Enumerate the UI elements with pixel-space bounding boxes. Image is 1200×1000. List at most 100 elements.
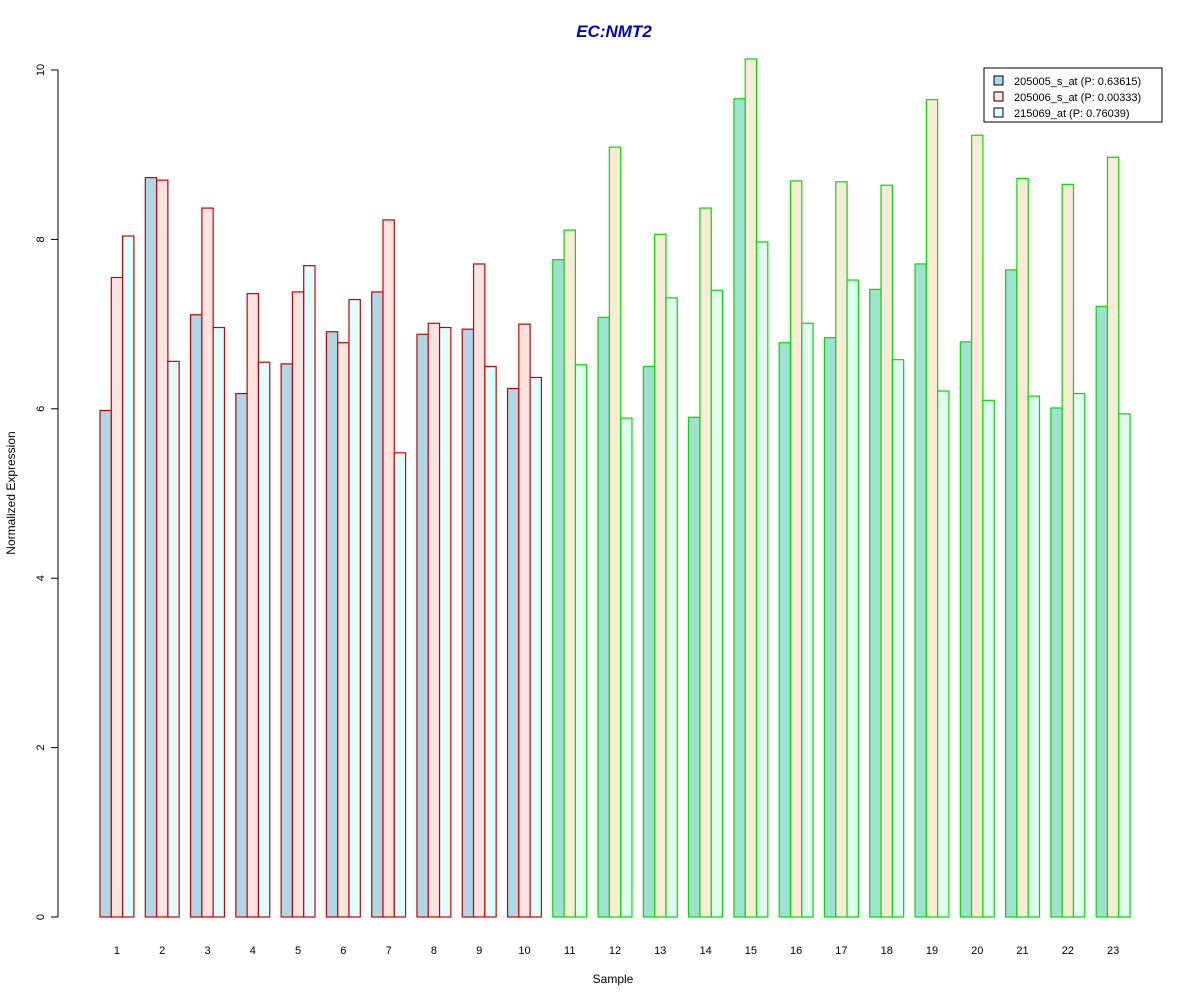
bar-sample-12-series-3 (620, 417, 633, 918)
x-tick-label: 4 (250, 945, 256, 957)
legend: 205005_s_at (P: 0.63615) 205006_s_at (P: … (983, 67, 1163, 123)
bar-sample-5-series-2 (291, 291, 305, 918)
x-tick-label: 20 (971, 945, 983, 957)
x-tick-labels: 1 2 3 4 5 6 7 8 9 10 11 12 13 14 15 16 17 18 19 20 21 22 23 (114, 945, 1119, 957)
bar-sample-21-series-3 (1027, 395, 1041, 918)
x-tick-label: 2 (159, 945, 165, 957)
bar-sample-11-series-1 (552, 259, 565, 918)
x-tick-label: 8 (431, 945, 437, 957)
bar-sample-10-series-3 (529, 376, 543, 918)
x-tick-label: 5 (295, 945, 301, 957)
x-tick-label: 22 (1062, 945, 1074, 957)
bar-sample-6-series-2 (337, 342, 350, 918)
bar-sample-2-series-1 (144, 176, 158, 918)
legend-swatch-3 (993, 107, 1004, 118)
x-tick-label: 23 (1107, 945, 1119, 957)
bar-sample-15-series-2 (744, 58, 758, 918)
bar-sample-16-series-1 (778, 342, 792, 918)
bar-sample-4-series-1 (235, 392, 248, 918)
chart-title: EC:NMT2 (576, 22, 652, 41)
bar-sample-16-series-3 (801, 322, 814, 918)
bar-sample-17-series-3 (846, 279, 859, 918)
bar-sample-7-series-1 (371, 291, 384, 918)
bar-sample-23-series-3 (1118, 413, 1131, 918)
bar-sample-7-series-3 (393, 452, 407, 918)
x-tick-label: 12 (609, 945, 621, 957)
x-tick-label: 16 (790, 945, 802, 957)
bar-sample-20-series-3 (982, 399, 995, 918)
bar-sample-18-series-2 (880, 184, 893, 918)
bar-sample-7-series-2 (382, 219, 395, 918)
bar-sample-14-series-3 (710, 289, 724, 918)
x-tick-label: 18 (881, 945, 893, 957)
y-axis-title: Normalized Expression (4, 431, 18, 554)
bar-sample-13-series-3 (665, 297, 678, 918)
legend-label-1: 205005_s_at (P: 0.63615) (1014, 76, 1141, 88)
bar-sample-21-series-2 (1016, 177, 1029, 918)
bar-sample-3-series-3 (212, 326, 226, 918)
y-tick-label: 2 (35, 745, 47, 751)
bar-sample-9-series-2 (472, 263, 486, 918)
x-tick-label: 9 (476, 945, 482, 957)
bar-sample-2-series-3 (167, 360, 180, 918)
bar-sample-6-series-3 (348, 298, 361, 918)
bar-sample-21-series-1 (1004, 269, 1018, 918)
bar-sample-23-series-1 (1095, 305, 1109, 918)
x-tick-label: 6 (340, 945, 346, 957)
bar-sample-4-series-2 (246, 293, 260, 918)
bar-sample-1-series-3 (121, 235, 135, 918)
y-tick-label: 0 (35, 914, 47, 920)
bar-sample-18-series-3 (891, 359, 905, 918)
y-tick-label: 8 (35, 236, 47, 242)
bar-sample-16-series-2 (789, 180, 803, 918)
x-tick-label: 14 (699, 945, 711, 957)
bar-sample-22-series-1 (1050, 407, 1063, 918)
bar-sample-13-series-2 (654, 233, 667, 918)
y-tick-label: 10 (35, 64, 47, 76)
bars-group (99, 58, 1131, 918)
bar-sample-8-series-1 (416, 333, 429, 918)
x-tick-label: 1 (114, 945, 120, 957)
bar-sample-1-series-2 (110, 276, 124, 918)
bar-sample-13-series-1 (642, 365, 656, 918)
bar-sample-8-series-3 (438, 326, 452, 918)
legend-swatch-1 (993, 75, 1004, 86)
x-tick-label: 3 (204, 945, 210, 957)
bar-sample-22-series-2 (1061, 183, 1075, 918)
bar-sample-10-series-2 (518, 323, 531, 918)
bar-sample-10-series-1 (506, 387, 520, 918)
bar-sample-19-series-1 (914, 263, 927, 918)
bar-sample-2-series-2 (155, 179, 169, 918)
x-tick-label: 11 (564, 945, 575, 957)
legend-label-3: 215069_at (P: 0.76039) (1014, 108, 1130, 120)
y-tick-label: 4 (35, 575, 47, 581)
bar-sample-23-series-2 (1106, 156, 1120, 918)
bar-sample-20-series-1 (959, 341, 973, 918)
bar-sample-15-series-3 (755, 241, 769, 918)
x-tick-label: 15 (745, 945, 757, 957)
x-tick-label: 21 (1016, 945, 1028, 957)
y-tick-label: 6 (35, 406, 47, 412)
x-tick-label: 13 (654, 945, 666, 957)
bar-sample-11-series-3 (574, 364, 588, 918)
bar-sample-14-series-1 (688, 416, 701, 918)
bar-sample-14-series-2 (699, 207, 712, 918)
bar-sample-9-series-3 (484, 365, 497, 918)
bar-sample-12-series-2 (608, 146, 622, 918)
x-axis-title: Sample (593, 972, 634, 986)
legend-label-2: 205006_s_at (P: 0.00333) (1014, 92, 1141, 104)
bar-sample-9-series-1 (461, 328, 475, 918)
bar-sample-3-series-2 (201, 207, 214, 918)
bar-sample-20-series-2 (971, 134, 984, 918)
bar-sample-17-series-2 (835, 181, 848, 918)
bar-sample-22-series-3 (1072, 392, 1086, 918)
bar-sample-17-series-1 (823, 337, 837, 918)
bar-sample-19-series-2 (925, 99, 939, 918)
bar-sample-11-series-2 (563, 229, 576, 918)
y-axis: 0 2 4 6 8 10 (35, 64, 59, 920)
bar-sample-8-series-2 (427, 322, 441, 918)
x-tick-label: 17 (835, 945, 847, 957)
bar-sample-19-series-3 (937, 390, 950, 918)
bar-sample-3-series-1 (189, 314, 203, 918)
